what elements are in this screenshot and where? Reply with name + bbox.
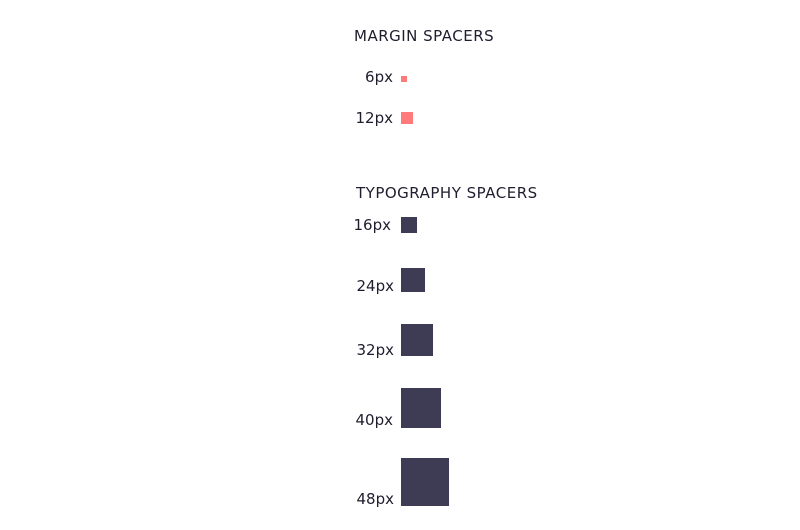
spacer-label-32px: 32px — [356, 341, 395, 359]
spacer-swatch-12px — [401, 112, 413, 124]
spacer-swatch-48px — [401, 458, 449, 506]
spacer-label-16px: 16px — [353, 216, 392, 234]
typography-spacers-title: TYPOGRAPHY SPACERS — [356, 184, 538, 202]
spacer-label-12px: 12px — [355, 109, 394, 127]
spacer-swatch-40px — [401, 388, 441, 428]
spacer-label-24px: 24px — [356, 277, 395, 295]
spacer-swatch-16px — [401, 217, 417, 233]
margin-spacers-title: MARGIN SPACERS — [354, 27, 495, 45]
spacer-label-6px: 6px — [365, 68, 393, 86]
spacer-swatch-32px — [401, 324, 433, 356]
spacer-swatch-6px — [401, 76, 407, 82]
spacer-label-40px: 40px — [355, 411, 394, 429]
spacer-swatch-24px — [401, 268, 425, 292]
spacer-label-48px: 48px — [356, 490, 395, 508]
